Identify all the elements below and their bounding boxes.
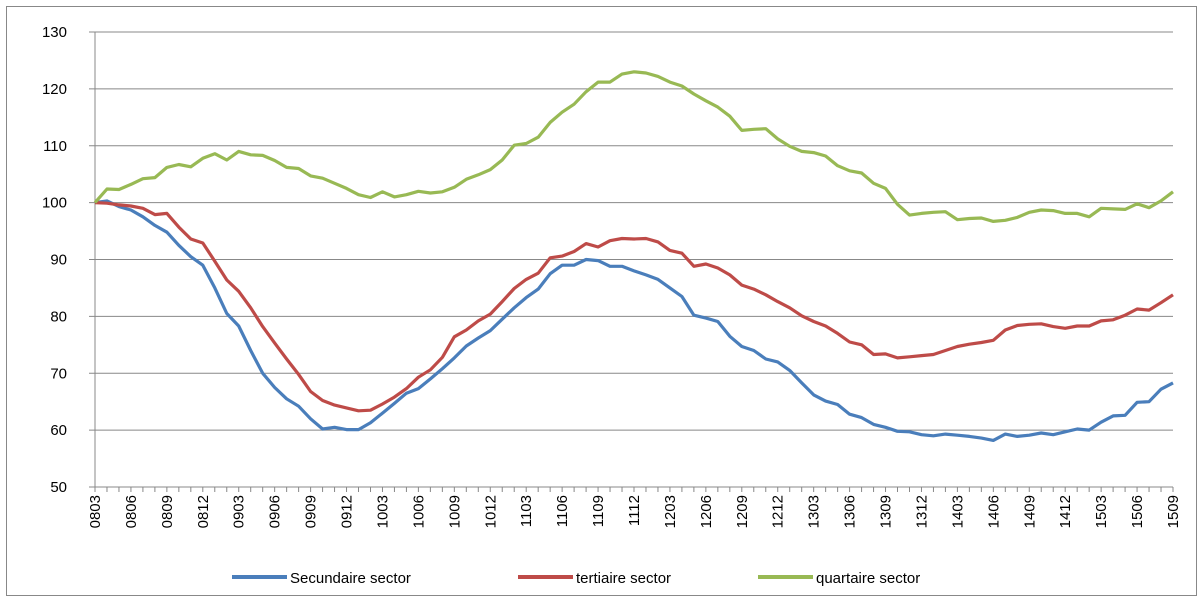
x-tick-label: 1503 — [1093, 495, 1110, 528]
x-tick-label: 1203 — [662, 495, 679, 528]
x-tick-label: 1309 — [878, 495, 895, 528]
x-tick-label: 1012 — [482, 495, 499, 528]
x-tick-label: 0912 — [339, 495, 356, 528]
legend-label: Secundaire sector — [290, 570, 411, 587]
x-tick-label: 1006 — [410, 495, 427, 528]
x-tick-label: 1506 — [1129, 495, 1146, 528]
y-tick-label: 110 — [43, 138, 67, 155]
legend-label: tertiaire sector — [576, 570, 671, 587]
x-tick-label: 1009 — [446, 495, 463, 528]
x-tick-label: 1003 — [374, 495, 391, 528]
y-tick-label: 70 — [50, 365, 67, 382]
y-tick-label: 80 — [50, 308, 67, 325]
x-tick-label: 0909 — [303, 495, 320, 528]
x-tick-label: 1403 — [949, 495, 966, 528]
y-tick-label: 120 — [42, 81, 67, 98]
y-tick-label: 50 — [50, 479, 67, 496]
chart-border — [6, 6, 1197, 596]
y-tick-label: 90 — [50, 252, 67, 269]
x-tick-label: 1406 — [985, 495, 1002, 528]
x-tick-label: 1103 — [518, 495, 535, 527]
x-tick-label: 0803 — [87, 495, 104, 528]
x-tick-label: 0906 — [267, 495, 284, 528]
x-tick-label: 0903 — [231, 495, 248, 528]
x-tick-label: 0809 — [159, 495, 176, 528]
x-tick-label: 1206 — [698, 495, 715, 528]
x-tick-label: 0806 — [123, 495, 140, 528]
x-tick-label: 1303 — [806, 495, 823, 528]
series-line — [93, 70, 1174, 223]
y-tick-label: 100 — [42, 195, 67, 212]
x-tick-label: 1306 — [842, 495, 859, 528]
series-line — [94, 199, 1174, 442]
legend-label: quartaire sector — [816, 570, 920, 587]
y-tick-label: 60 — [50, 422, 67, 439]
x-tick-label: 1109 — [590, 495, 607, 527]
x-tick-label: 1312 — [913, 495, 930, 528]
y-tick-label: 130 — [42, 24, 67, 41]
x-tick-label: 1409 — [1021, 495, 1038, 528]
x-tick-label: 1509 — [1165, 495, 1182, 528]
x-tick-label: 1112 — [626, 495, 643, 526]
x-tick-label: 1212 — [770, 495, 787, 528]
x-tick-label: 1209 — [734, 495, 751, 528]
x-tick-label: 0812 — [195, 495, 212, 528]
x-tick-label: 1106 — [554, 495, 571, 527]
x-tick-label: 1412 — [1057, 495, 1074, 528]
series-line — [94, 201, 1174, 413]
